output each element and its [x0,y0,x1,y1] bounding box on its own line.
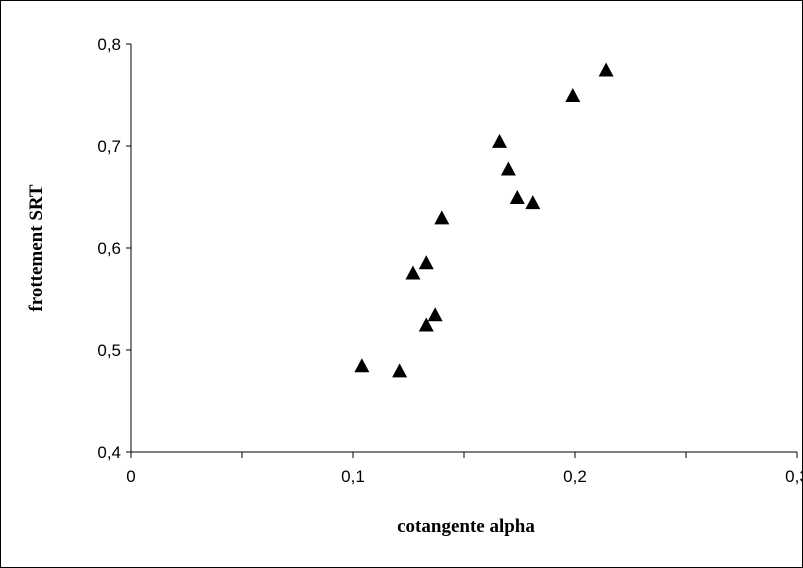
data-point-triangle [418,317,434,332]
data-point-triangle [427,307,443,322]
axis-ticks [126,43,798,458]
y-axis-title: frottement SRT [26,184,47,312]
y-tick-label: 0,7 [97,137,121,156]
axis-tick-labels: 0,4 0,5 0,6 0,7 0,8 0 0,1 0,2 0,3 [97,35,803,486]
x-axis-title: cotangente alpha [397,516,535,537]
data-point-triangle [565,88,581,102]
data-point-triangle [509,190,525,204]
x-tick-label: 0,2 [563,467,587,486]
data-point-triangle [392,363,408,378]
y-tick-label: 0,4 [97,443,121,462]
y-tick-label: 0,8 [97,35,121,54]
data-point-triangle [354,358,370,373]
y-tick-label: 0,5 [97,341,121,360]
x-tick-label: 0,1 [341,467,365,486]
data-point-triangle [405,265,421,280]
data-point-triangle [500,161,516,176]
y-tick-label: 0,6 [97,239,121,258]
x-tick-label: 0 [126,467,135,486]
data-point-triangle [492,133,508,148]
data-point-triangle [598,62,614,77]
data-point-triangle [525,195,541,210]
data-point-triangle [434,210,450,225]
data-point-triangle [418,255,434,270]
x-tick-label: 0,3 [785,467,803,486]
data-points [354,62,614,378]
